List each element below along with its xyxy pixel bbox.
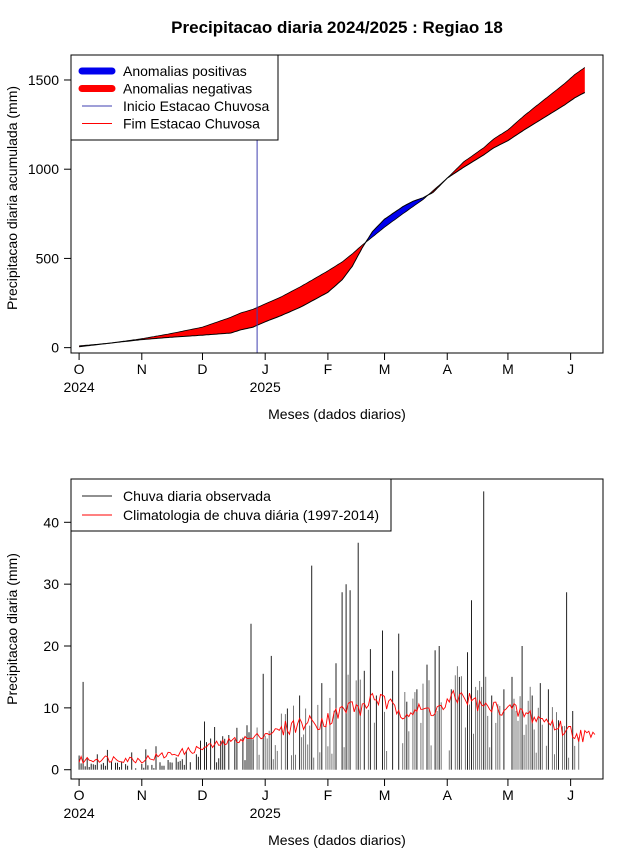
climatology-daily-line	[78, 689, 596, 764]
y-tick-label-bottom: 30	[43, 576, 59, 592]
x-year-label-bottom: 2024	[64, 805, 95, 821]
x-tick-label-bottom: D	[197, 787, 207, 803]
y-tick-label-bottom: 0	[51, 762, 59, 778]
climatology-lines	[78, 689, 596, 764]
chart-title: Precipitacao diaria 2024/2025 : Regiao 1…	[171, 18, 503, 37]
legend-bottom: Chuva diaria observada Climatologia de ch…	[70, 478, 392, 532]
x-axis-bottom: O 2024 N D J 2025 F M A M J	[64, 779, 574, 821]
negative-anomaly-area-2	[109, 241, 367, 344]
positive-anomaly-area-3	[365, 194, 429, 243]
x-tick-label-top: O	[74, 361, 85, 377]
y-tick-label-bottom: 20	[43, 638, 59, 654]
x-tick-label-top: M	[379, 361, 391, 377]
x-tick-label-top: A	[443, 361, 453, 377]
x-tick-label-bottom: J	[567, 787, 574, 803]
legend-label-top: Anomalias negativas	[123, 81, 252, 97]
plot-frame-top	[70, 54, 604, 354]
legend-label-top: Fim Estacao Chuvosa	[123, 116, 260, 132]
x-tick-label-bottom: F	[324, 787, 333, 803]
y-tick-label-top: 500	[36, 250, 60, 266]
legend-box-bottom	[70, 478, 392, 532]
y-tick-label-top: 0	[51, 340, 59, 356]
x-tick-label-top: F	[324, 361, 333, 377]
y-tick-label-bottom: 40	[43, 514, 59, 530]
x-tick-label-bottom: J	[262, 787, 269, 803]
x-year-label-bottom: 2025	[250, 805, 281, 821]
legend-label-bottom: Chuva diaria observada	[123, 488, 271, 504]
daily-panel: 0 10 20 30 40 O 2024 N D J 2025 F M A M J Meses (dados…	[4, 478, 604, 848]
x-axis-label-bottom: Meses (dados diarios)	[268, 832, 406, 848]
y-tick-label-top: 1500	[28, 72, 59, 88]
observed-bars	[78, 491, 580, 770]
x-tick-label-top: J	[567, 361, 574, 377]
observed-cumulative-line	[79, 92, 586, 348]
x-tick-label-bottom: O	[74, 787, 85, 803]
x-year-label-top: 2024	[64, 379, 95, 395]
x-tick-label-bottom: A	[443, 787, 453, 803]
x-tick-label-top: J	[262, 361, 269, 377]
y-tick-label-top: 1000	[28, 161, 59, 177]
cumulative-panel: 0 500 1000 1500 O 2024 N D J 2025 F M A M J Meses (da…	[4, 54, 604, 422]
x-tick-label-top: D	[197, 361, 207, 377]
x-tick-label-bottom: N	[137, 787, 147, 803]
x-axis-label-top: Meses (dados diarios)	[268, 406, 406, 422]
y-axis-label-bottom: Precipitacao diaria (mm)	[4, 553, 20, 705]
x-axis-top: O 2024 N D J 2025 F M A M J	[64, 353, 574, 395]
climatology-cumulative-line	[79, 67, 586, 347]
x-tick-label-top: N	[137, 361, 147, 377]
y-axis-top: 0 500 1000 1500	[28, 72, 71, 356]
x-tick-label-bottom: M	[502, 787, 514, 803]
x-tick-label-top: M	[502, 361, 514, 377]
y-axis-label-top: Precipitacao diaria acumulada (mm)	[4, 86, 20, 310]
legend-top: Anomalias positivas Anomalias negativasIn…	[70, 54, 279, 141]
y-axis-bottom: 0 10 20 30 40	[43, 514, 71, 778]
x-year-label-top: 2025	[250, 379, 281, 395]
x-tick-label-bottom: M	[379, 787, 391, 803]
y-tick-label-bottom: 10	[43, 700, 59, 716]
legend-label-top: Inicio Estacao Chuvosa	[123, 98, 270, 114]
legend-label-top: Anomalias positivas	[123, 63, 247, 79]
legend-label-bottom: Climatologia de chuva diária (1997-2014)	[123, 507, 379, 523]
